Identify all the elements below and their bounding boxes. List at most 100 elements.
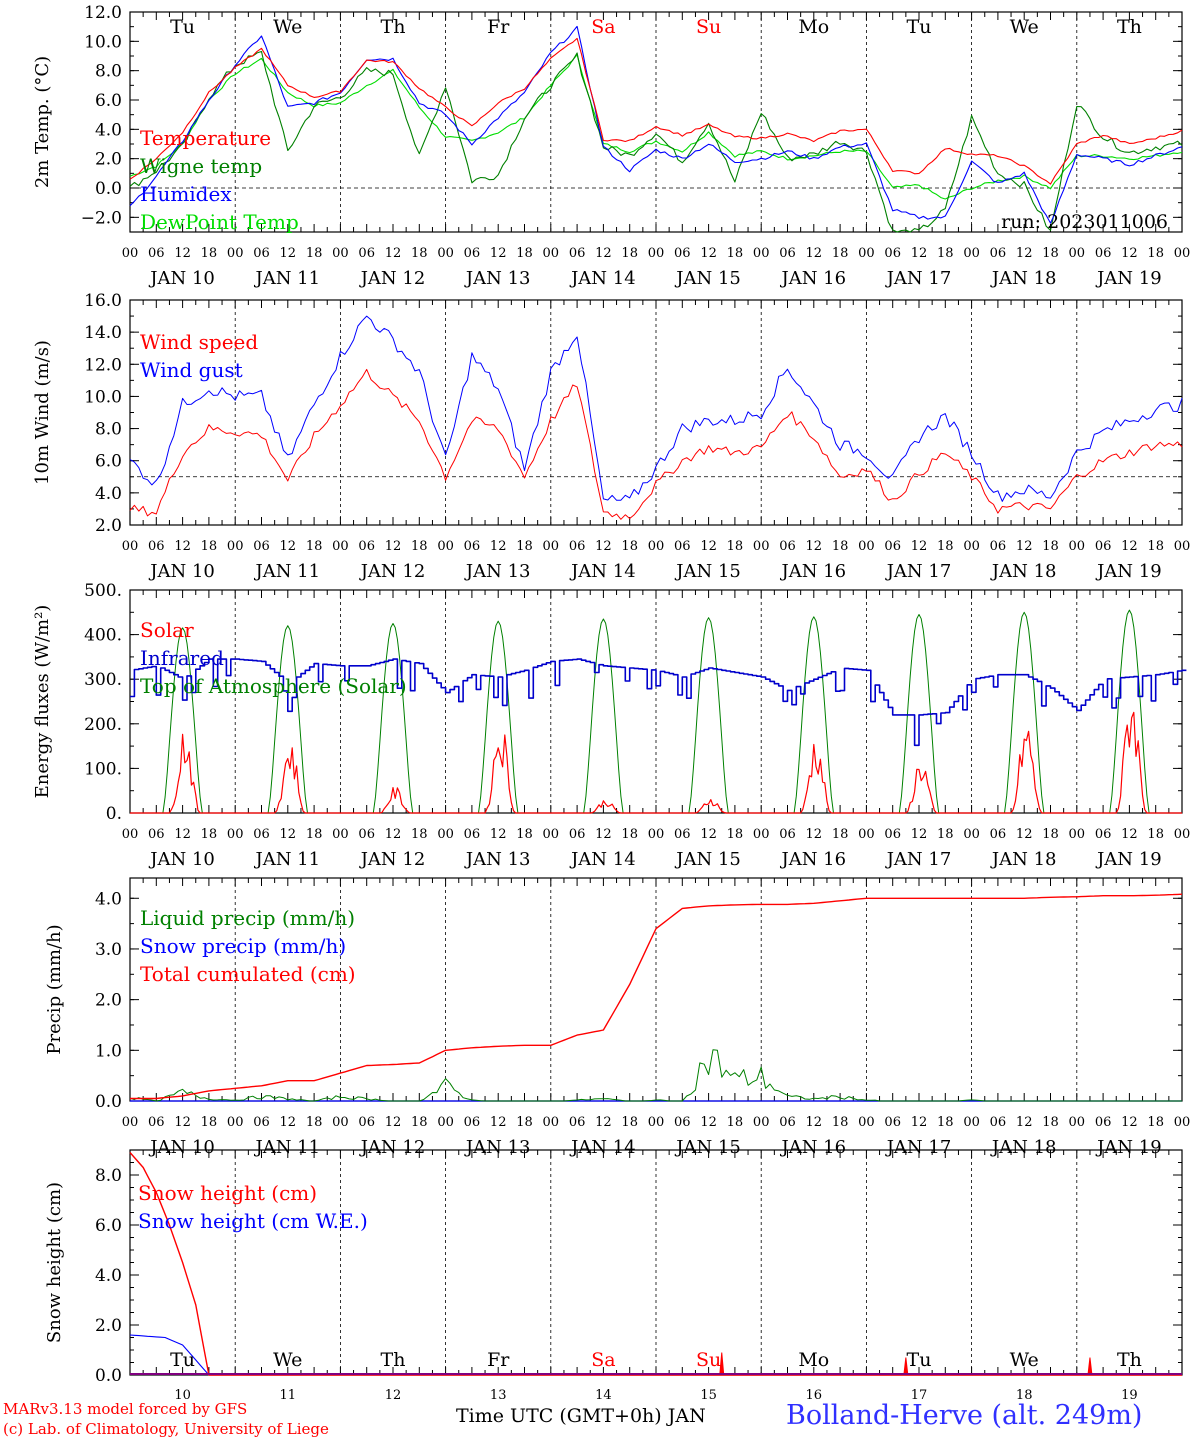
hour-tick-label: 00 — [1069, 539, 1086, 554]
series-line-wigne-temp — [129, 50, 1183, 233]
hour-tick-label: 06 — [1095, 539, 1112, 554]
y-tick-label: 8.0 — [95, 62, 122, 82]
hour-tick-label: 12 — [700, 246, 717, 261]
date-label: JAN 14 — [569, 849, 636, 870]
series-line-total-cumulated — [130, 893, 1183, 1100]
hour-tick-label: 06 — [1095, 827, 1112, 842]
hour-tick-label: 06 — [990, 246, 1007, 261]
hour-tick-label: 00 — [1069, 827, 1086, 842]
hour-tick-label: 06 — [779, 246, 796, 261]
legend-liquid-precip-mm-h-: Liquid precip (mm/h) — [140, 906, 355, 930]
date-label: JAN 19 — [1095, 561, 1162, 582]
day-label: Su — [696, 1349, 721, 1371]
hour-tick-label: 18 — [727, 246, 744, 261]
hour-tick-label: 06 — [358, 827, 375, 842]
date-label: JAN 13 — [464, 1137, 531, 1158]
hour-tick-label: 00 — [332, 827, 349, 842]
hour-tick-label: 18 — [937, 246, 954, 261]
date-label: JAN 19 — [1095, 849, 1162, 870]
hour-tick-label: 00 — [648, 1115, 665, 1130]
hour-tick-label: 00 — [227, 1115, 244, 1130]
y-tick-label: 4.0 — [95, 484, 122, 504]
hour-tick-label: 12 — [806, 1115, 823, 1130]
hour-tick-label: 18 — [411, 246, 428, 261]
hour-tick-label: 12 — [280, 539, 297, 554]
hour-tick-label: 12 — [385, 246, 402, 261]
x-axis-title: Time UTC (GMT+0h) JAN — [456, 1405, 706, 1427]
hour-tick-label: 18 — [1042, 246, 1059, 261]
date-label: JAN 18 — [990, 849, 1057, 870]
date-label: JAN 16 — [780, 561, 847, 582]
hour-tick-label: 12 — [1121, 827, 1138, 842]
hour-tick-label: 18 — [201, 539, 218, 554]
hour-tick-label: 18 — [1147, 539, 1164, 554]
hour-tick-label: 18 — [832, 1115, 849, 1130]
hour-tick-label: 00 — [437, 1115, 454, 1130]
hour-tick-label: 12 — [385, 539, 402, 554]
day-number: 19 — [1121, 1388, 1138, 1403]
date-label: JAN 17 — [885, 1137, 952, 1158]
day-number: 17 — [911, 1388, 928, 1403]
hour-tick-label: 06 — [358, 539, 375, 554]
hour-tick-label: 00 — [543, 539, 560, 554]
series-line-infrared — [130, 658, 1187, 747]
y-tick-label: 4.0 — [95, 120, 122, 140]
hour-tick-label: 06 — [148, 539, 165, 554]
legend-total-cumulated-cm-: Total cumulated (cm) — [140, 962, 356, 986]
hour-tick-label: 12 — [174, 539, 191, 554]
hour-tick-label: 06 — [253, 827, 270, 842]
date-label: JAN 18 — [990, 1137, 1057, 1158]
hour-tick-label: 18 — [1147, 827, 1164, 842]
y-tick-label: 1.0 — [95, 1041, 122, 1061]
hour-tick-label: 18 — [201, 246, 218, 261]
hour-tick-label: 00 — [753, 539, 770, 554]
hour-tick-label: 00 — [1174, 1115, 1191, 1130]
y-axis-title: Precip (mm/h) — [44, 924, 65, 1054]
hour-tick-label: 06 — [464, 539, 481, 554]
hour-tick-label: 00 — [122, 1115, 139, 1130]
hour-tick-label: 00 — [437, 246, 454, 261]
day-number: 16 — [806, 1388, 823, 1403]
y-tick-label: 6.0 — [95, 1216, 122, 1236]
hour-tick-label: 12 — [700, 1115, 717, 1130]
series-line-solar — [130, 711, 1182, 814]
y-tick-label: 2.0 — [95, 991, 122, 1011]
hour-tick-label: 00 — [963, 539, 980, 554]
hour-tick-label: 18 — [1147, 1115, 1164, 1130]
hour-tick-label: 00 — [753, 827, 770, 842]
day-number: 18 — [1016, 1388, 1033, 1403]
hour-tick-label: 06 — [884, 1115, 901, 1130]
hour-tick-label: 12 — [595, 1115, 612, 1130]
legend-snow-height-cm-: Snow height (cm) — [138, 1181, 317, 1205]
date-label: JAN 15 — [674, 268, 741, 289]
hour-tick-label: 18 — [621, 539, 638, 554]
date-label: JAN 17 — [885, 561, 952, 582]
hour-tick-label: 18 — [306, 246, 323, 261]
y-axis-title: Snow height (cm) — [44, 1182, 65, 1343]
hour-tick-label: 06 — [990, 539, 1007, 554]
hour-tick-label: 00 — [227, 539, 244, 554]
hour-tick-label: 00 — [332, 1115, 349, 1130]
hour-tick-label: 12 — [174, 827, 191, 842]
day-label: Su — [696, 16, 721, 38]
hour-tick-label: 12 — [1121, 1115, 1138, 1130]
y-tick-label: 10.0 — [84, 32, 122, 52]
hour-tick-label: 00 — [543, 1115, 560, 1130]
hour-tick-label: 18 — [621, 827, 638, 842]
hour-tick-label: 00 — [332, 539, 349, 554]
hour-tick-label: 12 — [280, 1115, 297, 1130]
hour-tick-label: 00 — [648, 539, 665, 554]
hour-tick-label: 18 — [306, 539, 323, 554]
hour-tick-label: 18 — [516, 1115, 533, 1130]
date-label: JAN 19 — [1095, 1137, 1162, 1158]
hour-tick-label: 00 — [437, 827, 454, 842]
hour-tick-label: 18 — [1042, 1115, 1059, 1130]
hour-tick-label: 00 — [543, 246, 560, 261]
hour-tick-label: 18 — [621, 1115, 638, 1130]
hour-tick-label: 06 — [464, 1115, 481, 1130]
y-tick-label: 100. — [84, 759, 122, 779]
day-label: Sa — [591, 1349, 615, 1371]
y-tick-label: 0.0 — [95, 1092, 122, 1112]
date-label: JAN 11 — [254, 1137, 321, 1158]
date-label: JAN 18 — [990, 268, 1057, 289]
